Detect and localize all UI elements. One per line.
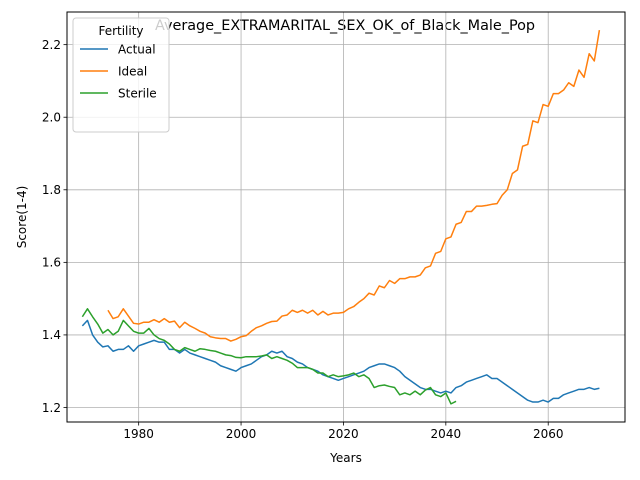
y-tick-label: 2.0	[42, 111, 61, 125]
series-line-actual	[81, 319, 600, 403]
legend-label-sterile: Sterile	[118, 86, 157, 100]
y-axis-ticks: 1.2 1.4 1.6 1.8 2.0 2.2	[42, 38, 67, 415]
y-tick-label: 1.4	[42, 328, 61, 342]
plot-frame	[66, 11, 626, 423]
y-tick-label: 1.2	[42, 401, 61, 415]
series-lines	[81, 30, 601, 405]
x-tick-label: 2000	[226, 427, 257, 441]
x-tick-label: 1980	[123, 427, 154, 441]
legend-title: Fertility	[98, 24, 143, 38]
grid-lines	[67, 12, 625, 422]
y-axis-label: Score(1-4)	[15, 186, 29, 249]
x-axis-ticks: 1980 2000 2020 2040 2060	[123, 422, 563, 441]
legend: Fertility Actual Ideal Sterile	[72, 17, 170, 133]
y-tick-label: 2.2	[42, 38, 61, 52]
legend-label-actual: Actual	[118, 42, 156, 56]
legend-box	[72, 17, 170, 133]
y-tick-label: 1.6	[42, 256, 61, 270]
x-tick-label: 2020	[328, 427, 359, 441]
legend-label-ideal: Ideal	[118, 64, 147, 78]
series-line-ideal	[107, 30, 601, 342]
chart-title: Average_EXTRAMARITAL_SEX_OK_of_Black_Mal…	[155, 18, 535, 34]
series-line-sterile	[81, 308, 457, 405]
y-tick-label: 1.8	[42, 183, 61, 197]
x-tick-label: 2060	[533, 427, 564, 441]
x-tick-label: 2040	[431, 427, 462, 441]
x-axis-label: Years	[329, 451, 362, 465]
